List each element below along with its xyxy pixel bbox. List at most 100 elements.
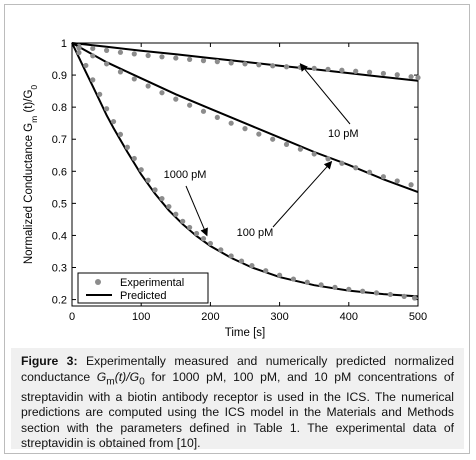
- experimental-point-1000pm: [152, 187, 158, 193]
- experimental-point-10pm: [200, 58, 207, 64]
- caption-text-1: Experimentally measured and numerically …: [21, 354, 455, 384]
- experimental-point-1000pm: [304, 279, 310, 285]
- experimental-point-100pm: [228, 120, 234, 126]
- experimental-point-1000pm: [249, 262, 255, 269]
- legend-marker-dot: [95, 279, 101, 285]
- legend-label: Predicted: [120, 290, 166, 302]
- experimental-point-10pm: [228, 60, 234, 66]
- experimental-point-1000pm: [207, 240, 213, 247]
- experimental-point-100pm: [90, 53, 96, 59]
- experimental-point-1000pm: [318, 282, 324, 288]
- experimental-point-10pm: [104, 47, 110, 53]
- caption-label: Figure 3:: [21, 354, 78, 368]
- experimental-point-1000pm: [131, 155, 137, 162]
- experimental-point-1000pm: [187, 224, 193, 231]
- caption-sub-0: 0: [139, 376, 145, 388]
- experimental-point-10pm: [283, 64, 290, 70]
- y-tick-label: 0.6: [52, 166, 67, 178]
- experimental-point-1000pm: [124, 144, 130, 150]
- experimental-point-10pm: [325, 66, 331, 72]
- experimental-point-10pm: [242, 61, 248, 67]
- x-axis-label: Time [s]: [225, 327, 265, 339]
- experimental-point-10pm: [394, 72, 400, 78]
- experimental-point-10pm: [408, 74, 414, 80]
- experimental-point-100pm: [159, 90, 165, 96]
- experimental-point-100pm: [270, 136, 276, 142]
- experimental-point-1000pm: [193, 230, 200, 237]
- x-tick-label: 100: [132, 311, 150, 323]
- experimental-point-100pm: [256, 131, 262, 137]
- experimental-point-100pm: [366, 169, 373, 175]
- experimental-point-100pm: [117, 69, 124, 75]
- experimental-point-100pm: [353, 165, 359, 171]
- y-tick-label: 0.5: [52, 198, 67, 210]
- y-tick-label: 0.7: [52, 134, 67, 146]
- experimental-point-10pm: [380, 70, 386, 77]
- experimental-point-1000pm: [238, 258, 245, 264]
- experimental-point-1000pm: [138, 167, 144, 173]
- experimental-point-1000pm: [218, 247, 224, 253]
- experimental-point-1000pm: [200, 236, 207, 242]
- experimental-point-1000pm: [166, 203, 172, 210]
- annotation-label: 1000 pM: [164, 169, 207, 181]
- experimental-point-10pm: [117, 49, 124, 55]
- plot-area: 0 100 200 300 400 500 0.2 0.3 0.4 0.5 0.6 0.7 0.8 0.9…: [5, 5, 471, 345]
- caption-g0: G: [129, 369, 140, 384]
- experimental-point-1000pm: [76, 50, 82, 56]
- legend-label: Experimental: [120, 277, 184, 289]
- experimental-point-100pm: [380, 174, 386, 180]
- experimental-point-100pm: [297, 146, 303, 152]
- experimental-point-1000pm: [411, 295, 418, 301]
- y-tick-label: 0.8: [52, 102, 67, 114]
- figure-frame: 0 100 200 300 400 500 0.2 0.3 0.4 0.5 0.6 0.7 0.8 0.9…: [4, 4, 470, 454]
- annotation-label: 10 pM: [328, 128, 359, 140]
- plot-frame: [71, 42, 419, 307]
- experimental-point-100pm: [76, 45, 82, 51]
- experimental-point-100pm: [408, 182, 414, 188]
- experimental-point-1000pm: [360, 288, 366, 294]
- experimental-point-10pm: [145, 52, 151, 59]
- experimental-point-10pm: [131, 51, 137, 57]
- experimental-point-100pm: [214, 114, 220, 121]
- experimental-point-10pm: [90, 45, 96, 52]
- caption-t: (t)/: [114, 369, 130, 384]
- experimental-point-10pm: [415, 75, 421, 81]
- experimental-point-1000pm: [90, 77, 96, 83]
- experimental-point-10pm: [173, 55, 179, 61]
- annotation-label: 100 pM: [237, 227, 274, 239]
- annotation-arrow: [272, 160, 333, 228]
- y-tick-label: 0.3: [52, 263, 67, 275]
- experimental-point-1000pm: [180, 218, 186, 224]
- experimental-point-1000pm: [332, 284, 338, 290]
- caption-g: G: [96, 369, 107, 384]
- caption-text-2: for 1000 pM, 100 pM, and 10 pM concentra…: [21, 369, 454, 451]
- x-tick-label: 200: [201, 311, 219, 323]
- experimental-point-10pm: [353, 68, 359, 74]
- experimental-point-100pm: [104, 61, 110, 67]
- experimental-point-100pm: [283, 141, 290, 147]
- experimental-point-1000pm: [401, 293, 407, 299]
- experimental-point-10pm: [256, 62, 262, 68]
- figure-caption: Figure 3: Experimentally measured and nu…: [11, 348, 464, 451]
- experimental-point-10pm: [270, 63, 276, 69]
- experimental-point-1000pm: [104, 106, 110, 112]
- experimental-point-100pm: [311, 151, 317, 157]
- experimental-point-100pm: [394, 178, 400, 184]
- experimental-point-1000pm: [277, 272, 283, 278]
- experimental-point-1000pm: [159, 195, 165, 202]
- experimental-point-10pm: [159, 54, 165, 60]
- y-tick-label: 1: [61, 38, 67, 50]
- annotation-arrow: [299, 63, 351, 125]
- y-tick-label: 0.4: [52, 230, 67, 242]
- experimental-point-100pm: [242, 126, 248, 132]
- caption-sub-m: m: [106, 376, 115, 388]
- experimental-point-1000pm: [290, 276, 297, 282]
- experimental-point-100pm: [339, 160, 345, 166]
- experimental-point-1000pm: [97, 91, 103, 97]
- experimental-point-10pm: [339, 67, 345, 73]
- experimental-point-100pm: [131, 76, 137, 82]
- experimental-point-100pm: [145, 83, 151, 89]
- experimental-point-1000pm: [110, 118, 117, 125]
- experimental-point-1000pm: [228, 253, 234, 259]
- experimental-point-100pm: [200, 108, 207, 114]
